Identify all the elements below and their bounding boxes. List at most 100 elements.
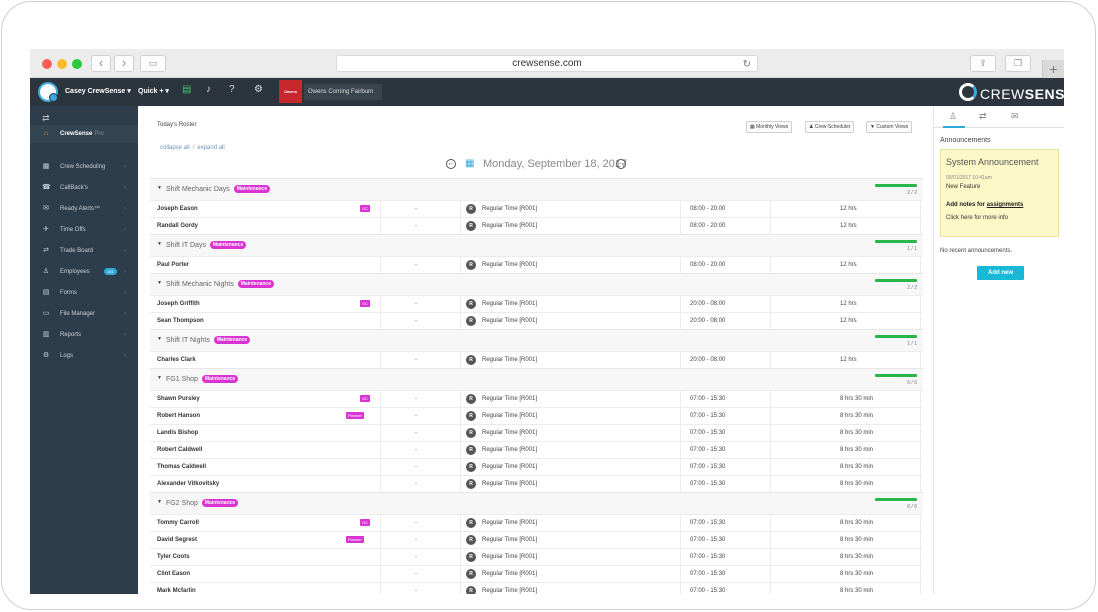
table-row[interactable]: Tommy Carroll OC - R Regular Time [R001] 07:0…	[150, 514, 923, 531]
table-row[interactable]: Sean Thompson - R Regular Time [R001] 20:00 …	[150, 312, 923, 329]
back-icon[interactable]: ‹	[91, 55, 111, 72]
role-badge: Planner	[346, 412, 364, 419]
caret-down-icon[interactable]: ▼	[157, 280, 162, 286]
group-header[interactable]: ▼ Shift Mechanic Days Maintenance 2 / 2	[150, 178, 923, 200]
sidebar-item-crewsense[interactable]: ⌂ CrewSense Pro	[30, 125, 138, 143]
group-header[interactable]: ▼ FG1 Shop Maintenance 6 / 6	[150, 368, 923, 390]
employee-name[interactable]: Landis Bishop	[157, 430, 199, 436]
custom-views-button[interactable]: ▼ Custom Views	[866, 121, 913, 133]
spreadsheet-icon[interactable]: ▤	[182, 84, 192, 95]
reload-icon[interactable]: ↻	[742, 59, 751, 70]
table-row[interactable]: Landis Bishop - R Regular Time [R001] 07:00 …	[150, 424, 923, 441]
sidebar-item-logs[interactable]: ⚙ Logs ›	[30, 347, 138, 365]
caret-down-icon[interactable]: ▼	[157, 185, 162, 191]
chat-tab-icon[interactable]: ✉	[1011, 111, 1019, 121]
sidebar-item-file-manager[interactable]: ▭ File Manager ›	[30, 305, 138, 323]
collapse-all-link[interactable]: collapse all	[160, 145, 190, 151]
minimize-window-button[interactable]	[57, 59, 67, 69]
group-header[interactable]: ▼ FG2 Shop Maintenance 6 / 6	[150, 492, 923, 514]
group-header[interactable]: ▼ Shift IT Nights Maintenance 1 / 1	[150, 329, 923, 351]
announcement-card[interactable]: System Announcement 09/01/2017 10:41am N…	[940, 149, 1059, 237]
role-badge: OC	[360, 395, 370, 402]
time-type: Regular Time [R001]	[482, 301, 538, 307]
employee-name[interactable]: Joseph Griffith	[157, 301, 200, 307]
table-row[interactable]: Tyler Coots - R Regular Time [R001] 07:00 - …	[150, 548, 923, 565]
next-day-icon[interactable]: →	[616, 159, 626, 169]
share-icon[interactable]: ⇪	[970, 55, 996, 72]
table-row[interactable]: Robert Hanson Planner - R Regular Time [R001…	[150, 407, 923, 424]
sidebar-item-crew-scheduling[interactable]: ▦ Crew Scheduling ›	[30, 158, 138, 176]
column-divider	[380, 391, 381, 407]
calendar-icon[interactable]: ▦	[465, 158, 475, 169]
table-row[interactable]: Randall Gordy - R Regular Time [R001] 08:00 …	[150, 217, 923, 234]
no-announcements-text: No recent announcements.	[940, 248, 1013, 254]
sidebar-toggle-icon[interactable]: ▭	[140, 55, 166, 72]
new-tab-icon[interactable]: +	[1042, 60, 1064, 78]
sidebar-item-reports[interactable]: ▥ Reports ›	[30, 326, 138, 344]
sidebar-item-ready-alerts[interactable]: ✉ Ready Alerts™ ›	[30, 200, 138, 218]
user-menu[interactable]: Casey CrewSense ▾	[65, 88, 131, 95]
table-row[interactable]: David Segrest Planner - R Regular Time [R001…	[150, 531, 923, 548]
user-tab-icon[interactable]: ♙	[943, 111, 965, 128]
employee-name[interactable]: Shawn Pursley	[157, 396, 200, 402]
table-row[interactable]: Thomas Caldwell - R Regular Time [R001] 07:0…	[150, 458, 923, 475]
employee-name[interactable]: Sean Thompson	[157, 318, 204, 324]
employee-name[interactable]: Randall Gordy	[157, 223, 199, 229]
caret-down-icon[interactable]: ▼	[157, 241, 162, 247]
maximize-window-button[interactable]	[72, 59, 82, 69]
crew-scheduler-button[interactable]: ♟ Crew Scheduler	[805, 121, 855, 133]
tabs-icon[interactable]: ❐	[1005, 55, 1031, 72]
staffing-count: 2 / 2	[907, 285, 917, 291]
table-row[interactable]: Joseph Griffith OC - R Regular Time [R001] 20…	[150, 295, 923, 312]
org-name[interactable]: Owens Corning Fairburn	[304, 84, 382, 100]
user-avatar[interactable]	[38, 82, 58, 102]
assignments-link[interactable]: assignments	[986, 202, 1024, 208]
table-row[interactable]: Charles Clark - R Regular Time [R001] 20:00 …	[150, 351, 923, 368]
table-row[interactable]: Clint Eason - R Regular Time [R001] 07:00 - …	[150, 565, 923, 582]
sidebar-item-employees[interactable]: ♙ Employees 161 ›	[30, 263, 138, 281]
table-row[interactable]: Mark Mcfarlin - R Regular Time [R001] 07:00 …	[150, 582, 923, 594]
address-bar[interactable]: crewsense.com ↻	[336, 55, 758, 72]
quick-menu[interactable]: Quick + ▾	[138, 88, 169, 95]
caret-down-icon[interactable]: ▼	[157, 336, 162, 342]
table-row[interactable]: Joseph Eason OC - R Regular Time [R001] 08:00…	[150, 200, 923, 217]
add-new-button[interactable]: Add new	[977, 266, 1024, 280]
employee-name[interactable]: Paul Porter	[157, 262, 190, 268]
gears-icon[interactable]: ⚙	[254, 84, 263, 95]
monthly-views-button[interactable]: ▦ Monthly Views	[746, 121, 793, 133]
table-row[interactable]: Alexander Vitkovitsky - R Regular Time [R00…	[150, 475, 923, 492]
sidebar-item-time-offs[interactable]: ✈ Time Offs ›	[30, 221, 138, 239]
sidebar-item-forms[interactable]: ▤ Forms ›	[30, 284, 138, 302]
prev-day-icon[interactable]: ←	[446, 159, 456, 169]
employee-name[interactable]: David Segrest	[157, 537, 198, 543]
employee-name[interactable]: Clint Eason	[157, 571, 191, 577]
bell-icon[interactable]: ♪	[206, 84, 211, 95]
forward-icon[interactable]: ›	[114, 55, 134, 72]
employee-name[interactable]: Alexander Vitkovitsky	[157, 481, 220, 487]
sidebar-swap-icon[interactable]: ⇄	[42, 113, 50, 123]
table-row[interactable]: Paul Porter - R Regular Time [R001] 08:00 - …	[150, 256, 923, 273]
employee-name[interactable]: Charles Clark	[157, 357, 196, 363]
forms-icon: ▤	[42, 289, 50, 296]
employee-name[interactable]: Robert Caldwell	[157, 447, 203, 453]
expand-all-link[interactable]: expand all	[197, 145, 225, 151]
table-row[interactable]: Shawn Pursley OC - R Regular Time [R001] 07:0…	[150, 390, 923, 407]
swap-tab-icon[interactable]: ⇄	[979, 111, 987, 121]
employee-name[interactable]: Robert Hanson	[157, 413, 201, 419]
more-info-link[interactable]: Click here for more info	[946, 215, 1009, 221]
caret-down-icon[interactable]: ▼	[157, 499, 162, 505]
group-header[interactable]: ▼ Shift Mechanic Nights Maintenance 2 / 2	[150, 273, 923, 295]
help-icon[interactable]: ?	[229, 84, 235, 95]
column-divider	[680, 352, 681, 368]
table-row[interactable]: Robert Caldwell - R Regular Time [R001] 07:0…	[150, 441, 923, 458]
sidebar-item-callback-s[interactable]: ☎ CallBack's ›	[30, 179, 138, 197]
employee-name[interactable]: Thomas Caldwell	[157, 464, 207, 470]
caret-down-icon[interactable]: ▼	[157, 375, 162, 381]
sidebar-item-trade-board[interactable]: ⇄ Trade Board ›	[30, 242, 138, 260]
employee-name[interactable]: Mark Mcfarlin	[157, 588, 196, 594]
close-window-button[interactable]	[42, 59, 52, 69]
employee-name[interactable]: Tyler Coots	[157, 554, 190, 560]
group-header[interactable]: ▼ Shift IT Days Maintenance 1 / 1	[150, 234, 923, 256]
employee-name[interactable]: Joseph Eason	[157, 206, 198, 212]
employee-name[interactable]: Tommy Carroll	[157, 520, 199, 526]
